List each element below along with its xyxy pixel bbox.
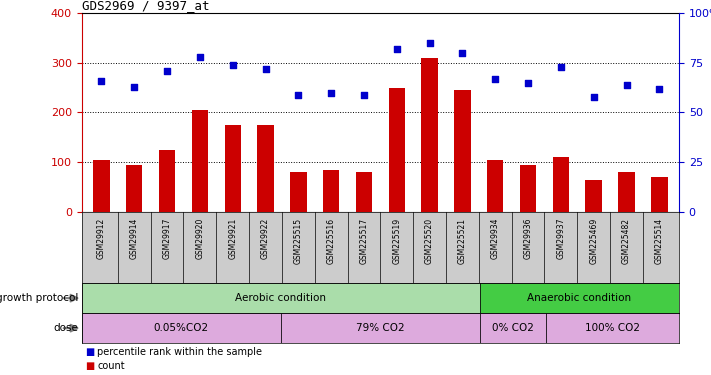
- Text: dose: dose: [53, 323, 78, 333]
- Text: GDS2969 / 9397_at: GDS2969 / 9397_at: [82, 0, 209, 12]
- Bar: [480, 283, 679, 313]
- Text: GSM29912: GSM29912: [97, 217, 106, 259]
- Text: GSM29934: GSM29934: [491, 217, 500, 259]
- Text: GSM225514: GSM225514: [655, 217, 664, 264]
- Point: [227, 62, 238, 68]
- Text: GSM225519: GSM225519: [392, 217, 401, 264]
- Point: [555, 64, 567, 70]
- Text: GSM225482: GSM225482: [622, 217, 631, 264]
- Bar: [651, 177, 668, 212]
- Point: [621, 82, 632, 88]
- Text: GSM225516: GSM225516: [326, 217, 336, 264]
- Text: GSM29922: GSM29922: [261, 217, 270, 259]
- Text: GSM29921: GSM29921: [228, 217, 237, 259]
- Bar: [454, 90, 471, 212]
- Text: GSM225517: GSM225517: [360, 217, 368, 264]
- Text: GSM29914: GSM29914: [130, 217, 139, 259]
- Text: Anaerobic condition: Anaerobic condition: [528, 293, 631, 303]
- Bar: [619, 172, 635, 212]
- Bar: [520, 165, 536, 212]
- Text: growth protocol: growth protocol: [0, 293, 78, 303]
- Text: 0% CO2: 0% CO2: [492, 323, 534, 333]
- Bar: [82, 283, 480, 313]
- Text: ■: ■: [85, 361, 95, 371]
- Text: count: count: [97, 361, 125, 371]
- Point: [260, 66, 271, 72]
- Text: 100% CO2: 100% CO2: [585, 323, 640, 333]
- Text: GSM29937: GSM29937: [557, 217, 565, 259]
- Point: [161, 68, 173, 74]
- Point: [523, 80, 534, 86]
- Point: [456, 50, 468, 56]
- Bar: [257, 125, 274, 212]
- Bar: [480, 313, 546, 343]
- Bar: [126, 165, 142, 212]
- Bar: [192, 110, 208, 212]
- Point: [490, 76, 501, 82]
- Bar: [356, 172, 372, 212]
- Text: Aerobic condition: Aerobic condition: [235, 293, 326, 303]
- Bar: [552, 157, 569, 212]
- Text: GSM225469: GSM225469: [589, 217, 598, 264]
- Text: GSM29936: GSM29936: [523, 217, 533, 259]
- Bar: [82, 313, 281, 343]
- Text: percentile rank within the sample: percentile rank within the sample: [97, 347, 262, 357]
- Point: [424, 40, 435, 46]
- Bar: [159, 150, 176, 212]
- Text: GSM225515: GSM225515: [294, 217, 303, 264]
- Point: [194, 54, 205, 60]
- Point: [653, 86, 665, 92]
- Text: GSM29917: GSM29917: [163, 217, 171, 259]
- Text: 79% CO2: 79% CO2: [356, 323, 405, 333]
- Bar: [422, 58, 438, 212]
- Text: GSM225520: GSM225520: [425, 217, 434, 264]
- Bar: [389, 88, 405, 212]
- Bar: [93, 160, 109, 212]
- Bar: [487, 160, 503, 212]
- Point: [129, 84, 140, 90]
- Point: [293, 92, 304, 98]
- Bar: [290, 172, 306, 212]
- Point: [391, 46, 402, 52]
- Bar: [323, 170, 339, 212]
- Point: [96, 78, 107, 84]
- Bar: [225, 125, 241, 212]
- Bar: [546, 313, 679, 343]
- Text: ■: ■: [85, 347, 95, 357]
- Bar: [585, 180, 602, 212]
- Bar: [281, 313, 480, 343]
- Text: GSM225521: GSM225521: [458, 217, 467, 264]
- Text: 0.05%CO2: 0.05%CO2: [154, 323, 209, 333]
- Text: GSM29920: GSM29920: [196, 217, 204, 259]
- Point: [358, 92, 370, 98]
- Point: [326, 90, 337, 96]
- Point: [588, 94, 599, 100]
